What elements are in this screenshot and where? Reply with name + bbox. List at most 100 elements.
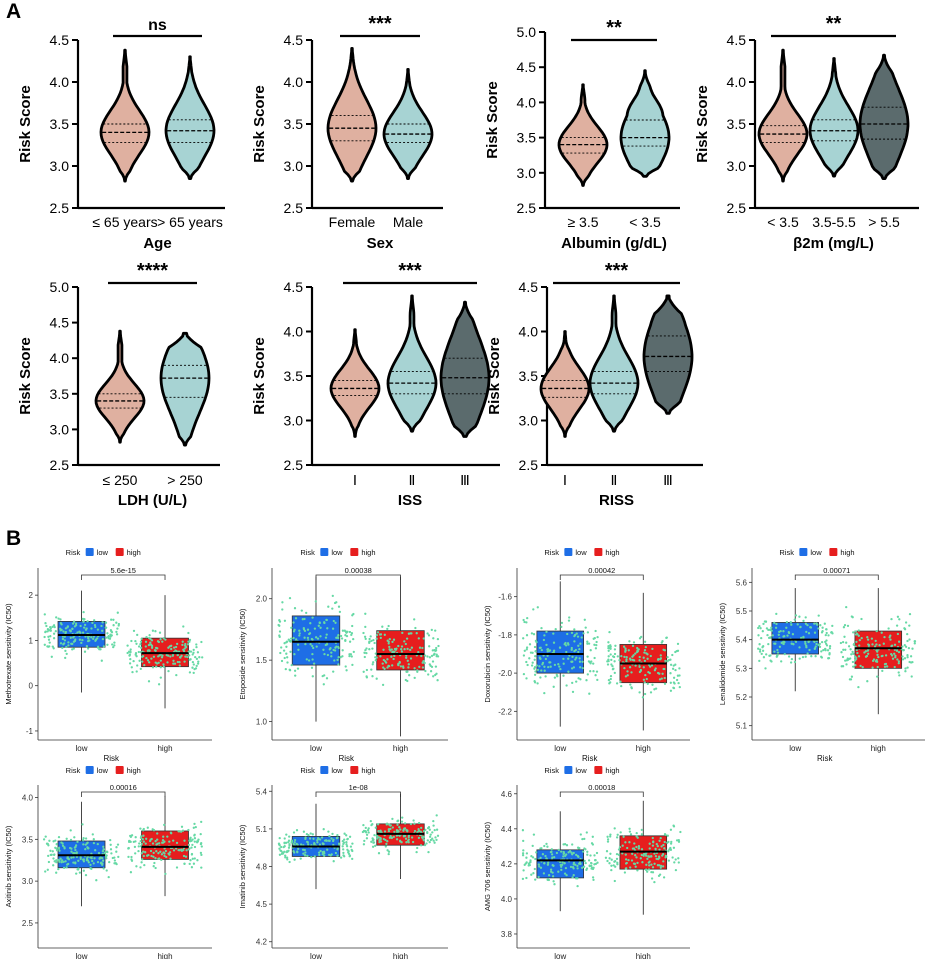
y-tick-label: 3.5 xyxy=(50,386,70,402)
data-point xyxy=(52,857,55,860)
data-point xyxy=(423,654,427,657)
data-point xyxy=(84,837,88,840)
data-point xyxy=(635,845,638,849)
y-tick-label: 4.5 xyxy=(50,315,70,331)
data-point xyxy=(841,655,845,659)
data-point xyxy=(594,674,597,677)
data-point xyxy=(804,640,807,643)
data-point xyxy=(400,645,404,648)
data-point xyxy=(798,646,801,649)
data-point xyxy=(326,848,329,851)
data-point xyxy=(645,868,648,872)
data-point xyxy=(140,842,143,846)
data-point xyxy=(563,872,567,875)
data-point xyxy=(174,847,178,850)
legend-label-high: high xyxy=(605,766,619,775)
data-point xyxy=(570,648,573,651)
significance-label: ns xyxy=(148,17,167,34)
data-point xyxy=(44,630,47,634)
data-point xyxy=(364,612,367,615)
pvalue-label: 0.00016 xyxy=(110,783,137,792)
data-point xyxy=(319,635,322,638)
data-point xyxy=(139,827,142,830)
data-point xyxy=(820,650,823,653)
data-point xyxy=(395,647,398,650)
data-point xyxy=(650,664,654,667)
data-point xyxy=(571,876,574,879)
data-point xyxy=(67,862,70,866)
data-point xyxy=(370,639,373,643)
data-point xyxy=(340,637,344,640)
data-point xyxy=(86,847,90,850)
y-axis-label: Risk Score xyxy=(251,337,268,415)
data-point xyxy=(47,635,50,638)
data-point xyxy=(63,846,66,849)
data-point xyxy=(523,649,526,652)
data-point xyxy=(60,859,64,862)
data-point xyxy=(350,655,353,658)
data-point xyxy=(625,861,628,865)
data-point xyxy=(403,640,406,643)
data-point xyxy=(852,631,855,634)
data-point xyxy=(604,856,608,859)
data-point xyxy=(632,659,636,662)
violin-shape xyxy=(808,57,860,178)
data-point xyxy=(402,828,405,831)
y-axis-label: Risk Score xyxy=(17,337,34,415)
data-point xyxy=(530,873,533,876)
data-point xyxy=(157,683,161,686)
data-point xyxy=(908,638,911,641)
data-point xyxy=(172,839,175,842)
x-category-label: > 5.5 xyxy=(868,214,900,230)
data-point xyxy=(645,863,648,866)
data-point xyxy=(628,657,632,660)
data-point xyxy=(322,683,325,686)
data-point xyxy=(897,650,901,654)
data-point xyxy=(522,654,526,657)
data-point xyxy=(652,840,655,843)
data-point xyxy=(794,614,798,617)
data-point xyxy=(673,682,676,685)
data-point xyxy=(301,848,305,851)
data-point xyxy=(401,631,404,635)
data-point xyxy=(278,634,281,637)
data-point xyxy=(592,662,595,665)
data-point xyxy=(903,627,906,630)
data-point xyxy=(154,866,157,870)
data-point xyxy=(547,665,550,669)
data-point xyxy=(674,650,677,654)
data-point xyxy=(117,855,120,859)
data-point xyxy=(148,661,151,664)
data-point xyxy=(608,857,611,860)
data-point xyxy=(646,870,649,873)
data-point xyxy=(135,642,138,645)
data-point xyxy=(635,831,638,835)
data-point xyxy=(399,665,403,668)
violin-shape xyxy=(439,300,491,438)
data-point xyxy=(188,658,191,661)
data-point xyxy=(392,835,395,839)
data-point xyxy=(859,664,862,668)
data-point xyxy=(352,650,355,654)
legend-label-low: low xyxy=(331,766,343,775)
data-point xyxy=(74,848,77,852)
data-point xyxy=(111,643,114,646)
data-point xyxy=(572,867,575,870)
data-point xyxy=(345,845,349,848)
data-point xyxy=(567,670,570,673)
data-point xyxy=(553,663,557,667)
data-point xyxy=(280,646,283,649)
data-point xyxy=(895,624,899,627)
data-point xyxy=(171,653,175,656)
data-point xyxy=(630,686,633,689)
data-point xyxy=(661,672,664,675)
data-point xyxy=(786,634,789,637)
data-point xyxy=(658,848,661,851)
data-point xyxy=(876,653,879,657)
data-point xyxy=(582,850,585,853)
legend-label-high: high xyxy=(605,548,619,557)
data-point xyxy=(593,643,596,646)
x-category-label: < 3.5 xyxy=(767,214,799,230)
data-point xyxy=(54,839,57,842)
